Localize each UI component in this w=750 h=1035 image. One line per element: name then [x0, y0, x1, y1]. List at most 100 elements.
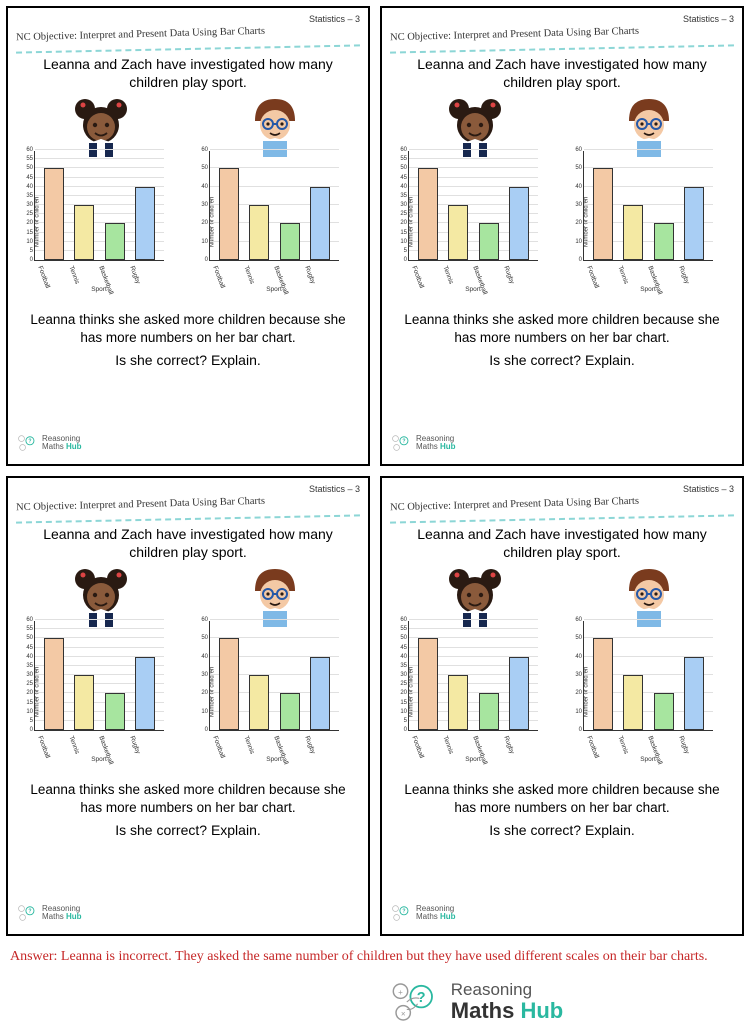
statement-text: Leanna thinks she asked more children be…: [16, 311, 360, 346]
chart-xlabel: Sport: [408, 756, 538, 763]
svg-text:?: ?: [28, 909, 31, 915]
charts-row: Number of children 051015202530354045505…: [16, 621, 360, 763]
chart: Number of children 0102030405060 Footbal…: [565, 151, 734, 293]
chart-bar: [623, 675, 643, 730]
chart-bar: [418, 168, 438, 260]
chart-bar: [74, 205, 94, 260]
worksheet-card: Statistics – 3 NC Objective: Interpret a…: [6, 6, 370, 466]
chart-plot: 0102030405060: [583, 151, 713, 261]
chart-bar: [105, 693, 125, 730]
chart-xtick: Rugby: [303, 735, 316, 756]
chart-plot: 0102030405060: [209, 621, 339, 731]
chart-xtick: Tennis: [67, 265, 80, 286]
chart-bar: [448, 675, 468, 730]
chart-bar: [623, 205, 643, 260]
chart-bar: [654, 693, 674, 730]
chart-bar: [249, 675, 269, 730]
chart-xtick: Football: [411, 735, 424, 756]
chart-bar: [593, 638, 613, 730]
chart-bar: [593, 168, 613, 260]
divider-dash: [390, 514, 734, 523]
chart-xtick: Basketball: [647, 735, 660, 756]
chart-xlabel: Sport: [209, 286, 339, 293]
chart-xtick: Basketball: [98, 735, 111, 756]
divider-dash: [16, 44, 360, 53]
chart: Number of children 051015202530354045505…: [390, 621, 559, 763]
chart-bar: [135, 187, 155, 260]
chart-bar: [249, 205, 269, 260]
chart-bar: [219, 638, 239, 730]
chart-xtick: Football: [212, 735, 225, 756]
chart-xtick: Football: [37, 265, 50, 286]
chart-xtick: Football: [586, 735, 599, 756]
chart: Number of children 051015202530354045505…: [390, 151, 559, 293]
chart-bar: [135, 657, 155, 730]
chart-xlabel: Sport: [34, 756, 164, 763]
chart-xtick: Rugby: [677, 265, 690, 286]
chart-plot: 0102030405060: [209, 151, 339, 261]
chart-bar: [479, 693, 499, 730]
intro-text: Leanna and Zach have investigated how ma…: [390, 526, 734, 561]
chart-xtick: Football: [212, 265, 225, 286]
nc-objective: NC Objective: Interpret and Present Data…: [390, 26, 639, 44]
chart-xlabel: Sport: [583, 286, 713, 293]
chart-xtick: Basketball: [472, 735, 485, 756]
answer-text: Answer: Leanna is incorrect. They asked …: [0, 942, 750, 969]
charts-row: Number of children 051015202530354045505…: [390, 151, 734, 293]
chart: Number of children 051015202530354045505…: [16, 151, 185, 293]
logo-icon: + ? ×: [387, 975, 441, 1029]
chart-xlabel: Sport: [209, 756, 339, 763]
chart-xtick: Rugby: [502, 265, 515, 286]
svg-text:+: +: [398, 988, 403, 997]
logo-small: ? Reasoning Maths Hub: [16, 902, 82, 924]
chart-xtick: Tennis: [616, 265, 629, 286]
chart-plot: 051015202530354045505560: [34, 621, 164, 731]
chart-bar: [74, 675, 94, 730]
worksheet-card: Statistics – 3 NC Objective: Interpret a…: [380, 6, 744, 466]
chart-bar: [418, 638, 438, 730]
chart-bar: [310, 187, 330, 260]
logo-small: ? Reasoning Maths Hub: [390, 902, 456, 924]
chart-bar: [219, 168, 239, 260]
chart-bar: [44, 638, 64, 730]
chart-bar: [310, 657, 330, 730]
footer-logo-text: Reasoning Maths Hub: [451, 981, 563, 1022]
chart-plot: 051015202530354045505560: [34, 151, 164, 261]
worksheet-card: Statistics – 3 NC Objective: Interpret a…: [380, 476, 744, 936]
question-text: Is she correct? Explain.: [115, 822, 261, 838]
statement-text: Leanna thinks she asked more children be…: [390, 781, 734, 816]
chart-xtick: Tennis: [441, 265, 454, 286]
question-text: Is she correct? Explain.: [489, 352, 635, 368]
chart-plot: 051015202530354045505560: [408, 151, 538, 261]
svg-text:?: ?: [402, 909, 405, 915]
chart-xlabel: Sport: [408, 286, 538, 293]
chart-xtick: Football: [586, 265, 599, 286]
intro-text: Leanna and Zach have investigated how ma…: [16, 526, 360, 561]
charts-row: Number of children 051015202530354045505…: [390, 621, 734, 763]
charts-row: Number of children 051015202530354045505…: [16, 151, 360, 293]
svg-text:?: ?: [28, 439, 31, 445]
svg-text:×: ×: [401, 1009, 406, 1018]
worksheet-card: Statistics – 3 NC Objective: Interpret a…: [6, 476, 370, 936]
chart-xlabel: Sport: [34, 286, 164, 293]
question-text: Is she correct? Explain.: [115, 352, 261, 368]
card-grid: Statistics – 3 NC Objective: Interpret a…: [0, 0, 750, 942]
chart-xtick: Football: [411, 265, 424, 286]
chart-xtick: Basketball: [273, 265, 286, 286]
chart-plot: 0102030405060: [583, 621, 713, 731]
logo-small: ? Reasoning Maths Hub: [16, 432, 82, 454]
card-topic: Statistics – 3: [16, 484, 360, 494]
chart-bar: [684, 187, 704, 260]
statement-text: Leanna thinks she asked more children be…: [390, 311, 734, 346]
chart-xtick: Rugby: [128, 265, 141, 286]
chart-xtick: Basketball: [472, 265, 485, 286]
chart-bar: [448, 205, 468, 260]
chart: Number of children 0102030405060 Footbal…: [565, 621, 734, 763]
chart-xtick: Rugby: [677, 735, 690, 756]
chart-xtick: Tennis: [67, 735, 80, 756]
chart-bar: [479, 223, 499, 260]
nc-objective: NC Objective: Interpret and Present Data…: [16, 26, 265, 44]
chart-xtick: Basketball: [647, 265, 660, 286]
chart-bar: [280, 693, 300, 730]
chart: Number of children 051015202530354045505…: [16, 621, 185, 763]
